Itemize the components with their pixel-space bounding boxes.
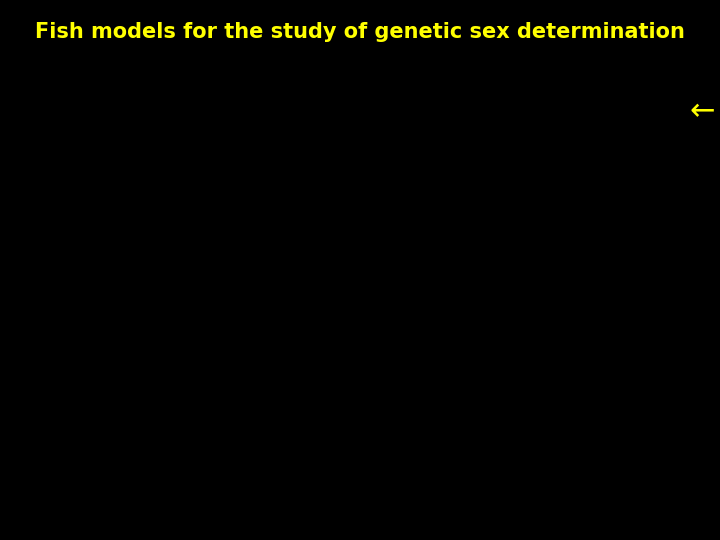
Text: Oncorhynchus mykiss: Oncorhynchus mykiss — [356, 418, 436, 424]
Text: Guppy: Guppy — [356, 141, 384, 150]
Text: Birds: Birds — [356, 467, 378, 476]
Text: ♂ XY, YY: ♂ XY, YY — [617, 98, 656, 107]
Text: ♂ XY: ♂ XY — [617, 272, 640, 280]
Text: ♀ ZW: ♀ ZW — [617, 484, 642, 494]
Text: ♂ XY: ♂ XY — [617, 401, 640, 410]
Text: Rainbow trout: Rainbow trout — [356, 401, 415, 410]
Text: Medaka: Medaka — [356, 185, 390, 194]
Text: Mammals: Mammals — [356, 496, 397, 505]
Text: ♀ XX: ♀ XX — [617, 418, 639, 427]
Text: ?: ? — [617, 364, 624, 377]
Text: Torafugu: Torafugu — [356, 315, 393, 324]
Text: ♂ XY: ♂ XY — [617, 229, 640, 238]
Text: Fish models for the study of genetic sex determination: Fish models for the study of genetic sex… — [35, 22, 685, 42]
Text: ♀ XX: ♀ XX — [617, 332, 639, 341]
Text: Million years: Million years — [164, 504, 213, 514]
Text: ♂ XY: ♂ XY — [617, 315, 640, 324]
Text: Spotted green pufferfish: Spotted green pufferfish — [356, 358, 459, 367]
Text: Platyfish: Platyfish — [356, 98, 392, 107]
Text: 100: 100 — [312, 523, 325, 529]
Text: 200: 200 — [275, 523, 289, 529]
Text: ♀ XX: ♀ XX — [617, 202, 639, 211]
Text: Gasterosteus aculeatus: Gasterosteus aculeatus — [356, 288, 442, 295]
Text: Poecilia reticulata: Poecilia reticulata — [356, 158, 421, 164]
Text: Nile tilapia: Nile tilapia — [356, 229, 401, 238]
Text: Tetraodon nigroviridis: Tetraodon nigroviridis — [356, 375, 435, 381]
Text: ♂ ZZ: ♂ ZZ — [617, 467, 641, 476]
Text: ♂ XY: ♂ XY — [617, 141, 640, 150]
Text: Zebrafish: Zebrafish — [356, 434, 397, 443]
Text: ♂ XY (Dmrt1bY): ♂ XY (Dmrt1bY) — [617, 185, 690, 194]
Text: 400: 400 — [200, 523, 214, 529]
Text: Takifugu rubripes: Takifugu rubripes — [356, 332, 420, 338]
Text: ♀ XX: ♀ XX — [617, 158, 639, 167]
Text: Danio rerio: Danio rerio — [356, 451, 397, 457]
Text: ♀ XX: ♀ XX — [617, 513, 639, 522]
Text: ♀ XX, XW, YW: ♀ XX, XW, YW — [617, 115, 680, 124]
Text: 300: 300 — [238, 523, 251, 529]
Text: ♀ XX: ♀ XX — [617, 288, 639, 298]
Text: ♂ XY (SRY): ♂ XY (SRY) — [617, 496, 667, 505]
Text: Oryzias latipes: Oryzias latipes — [356, 202, 410, 208]
Text: 500: 500 — [163, 523, 176, 529]
Text: Oreochromis niloticus: Oreochromis niloticus — [356, 246, 436, 252]
Text: Xiphophorus maculatus: Xiphophorus maculatus — [356, 115, 442, 122]
Text: ?: ? — [617, 440, 624, 453]
Text: ←: ← — [690, 97, 715, 126]
Text: ♀ XX: ♀ XX — [617, 246, 639, 255]
Text: Three spined stickleback: Three spined stickleback — [356, 272, 461, 280]
